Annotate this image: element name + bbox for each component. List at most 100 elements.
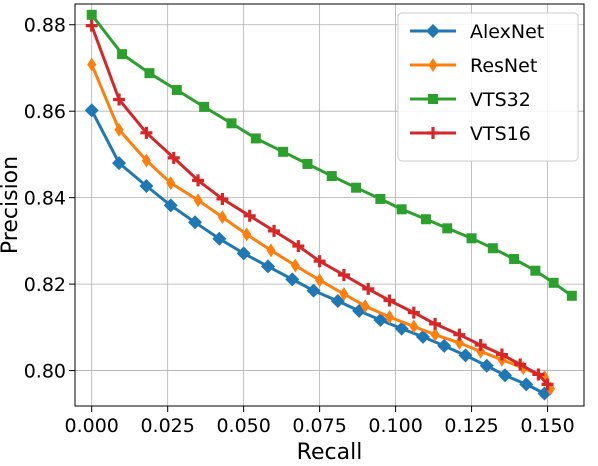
legend-label: VTS16 [470,123,531,145]
data-point-vts32 [226,118,237,129]
data-point-alexnet [112,156,127,171]
data-point-vts16 [495,348,508,361]
data-point-alexnet [330,293,345,308]
x-axis-ticks: 0.000 0.025 0.050 0.075 0.100 0.125 0.150 [65,406,575,437]
legend-swatch-marker [426,24,440,38]
data-point-alexnet [236,246,251,261]
y-tick-label: 0.82 [24,274,66,296]
data-point-resnet [339,287,349,302]
data-point-vts16 [243,209,256,222]
legend-entry-vts16: VTS16 [410,123,531,145]
series-vts32 [86,9,577,301]
data-point-resnet [454,335,464,350]
legend-label: VTS32 [470,89,531,111]
data-point-resnet [266,243,276,258]
data-point-vts32 [86,9,97,20]
data-point-vts16 [313,255,326,268]
x-tick-label: 0.050 [216,415,270,437]
data-point-vts32 [351,182,362,193]
x-tick-label: 0.025 [140,415,194,437]
data-point-vts32 [420,214,431,225]
data-point-vts16 [268,224,281,237]
data-point-resnet [360,299,370,314]
y-tick-label: 0.80 [24,361,66,383]
data-point-resnet [242,227,252,242]
data-point-resnet [290,258,300,273]
x-tick-label: 0.150 [520,415,574,437]
data-point-vts32 [171,85,182,96]
data-point-vts32 [117,49,128,60]
data-point-alexnet [260,259,275,274]
data-point-vts32 [326,171,337,182]
data-point-alexnet [285,272,300,287]
series-alexnet [84,103,552,401]
plot-frame [74,3,585,407]
data-point-vts16 [453,328,466,341]
data-point-alexnet [415,329,430,344]
legend-box [397,12,579,162]
data-point-alexnet [188,215,203,230]
data-point-resnet [114,122,124,137]
data-point-alexnet [139,178,154,193]
data-point-resnet [409,319,419,334]
data-point-resnet [193,193,203,208]
legend-swatch-marker [428,58,438,72]
data-point-vts16 [140,126,153,139]
x-tick-label: 0.000 [65,415,119,437]
data-point-vts32 [548,277,559,288]
data-point-vts16 [514,358,527,371]
data-point-vts16 [216,192,229,205]
data-point-vts16 [362,282,375,295]
data-point-vts32 [302,158,313,169]
data-point-resnet [385,309,395,324]
data-point-resnet [166,175,176,190]
legend-swatch-marker [427,127,439,139]
data-point-alexnet [212,231,227,246]
data-point-resnet [315,273,325,288]
data-point-vts16 [167,151,180,164]
data-point-alexnet [163,198,178,213]
data-point-resnet [476,344,486,359]
legend-entry-vts32: VTS32 [410,89,531,111]
data-point-alexnet [373,312,388,327]
y-axis-label: Precision [0,156,23,254]
series-layer [84,9,577,401]
data-point-vts16 [407,306,420,319]
data-point-vts16 [541,378,554,391]
series-vts16 [85,19,554,391]
y-tick-label: 0.86 [24,101,66,123]
data-point-alexnet [519,377,534,392]
x-tick-label: 0.125 [444,415,498,437]
legend: AlexNet ResNet VTS32 VTS16 [397,12,579,162]
data-point-alexnet [306,283,321,298]
data-point-vts32 [199,101,210,112]
y-tick-label: 0.88 [24,15,66,37]
data-point-vts16 [192,174,205,187]
data-point-vts32 [375,193,386,204]
data-point-resnet [141,153,151,168]
data-point-vts32 [278,146,289,157]
data-point-vts16 [383,294,396,307]
data-point-resnet [87,57,97,72]
data-point-vts32 [487,243,498,254]
data-point-vts32 [442,223,453,234]
y-axis-ticks: 0.80 0.82 0.84 0.86 0.88 [24,15,75,383]
data-point-vts16 [474,339,487,352]
legend-entry-resnet: ResNet [410,55,537,77]
data-point-vts16 [292,240,305,253]
data-point-resnet [217,210,227,225]
data-point-vts16 [429,317,442,330]
series-resnet [87,57,556,396]
data-point-vts16 [113,93,126,106]
data-point-vts16 [85,19,98,32]
x-axis-label: Recall [297,440,363,465]
data-point-vts16 [532,368,545,381]
legend-label: ResNet [470,55,537,77]
data-point-vts16 [337,269,350,282]
data-point-alexnet [437,338,452,353]
legend-swatch-marker [428,94,438,104]
data-point-alexnet [84,103,99,118]
data-point-alexnet [458,348,473,363]
data-point-vts32 [566,290,577,301]
data-point-alexnet [479,358,494,373]
